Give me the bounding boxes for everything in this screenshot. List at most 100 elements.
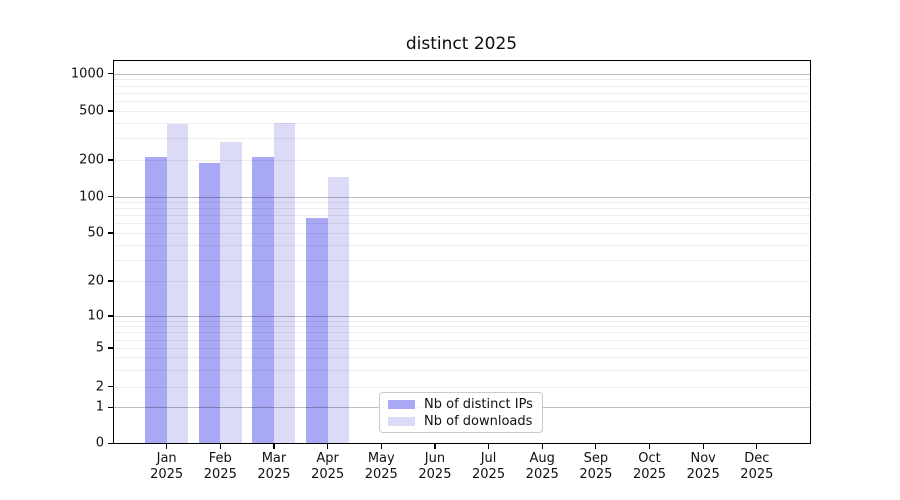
- y-tick-label-0: 0: [95, 435, 104, 451]
- gridline-minor-4: [113, 357, 810, 359]
- x-tick-sep: [595, 443, 597, 449]
- x-tick-year: 2025: [150, 466, 184, 482]
- x-tick-label-may: May 2025: [354, 451, 408, 482]
- x-tick-month: Sep: [583, 451, 609, 467]
- x-tick-month: May: [367, 451, 395, 467]
- x-tick-dec: [756, 443, 758, 449]
- bar-nb-of-distinct-ips-feb: [198, 162, 221, 444]
- x-tick-aug: [541, 443, 543, 449]
- y-tick-label-500: 500: [79, 103, 104, 119]
- legend-item-downloads: Nb of downloads: [388, 413, 534, 429]
- gridline-minor-3: [113, 369, 810, 371]
- gridline-minor-60: [113, 223, 810, 225]
- x-tick-year: 2025: [632, 466, 667, 482]
- x-tick-year: 2025: [203, 466, 237, 482]
- legend-label-downloads: Nb of downloads: [424, 413, 533, 429]
- x-tick-label-mar: Mar 2025: [247, 451, 301, 482]
- gridline-minor-400: [113, 122, 810, 124]
- x-tick-month: Jul: [480, 451, 497, 467]
- x-tick-label-jul: Jul 2025: [462, 451, 516, 482]
- bar-nb-of-downloads-mar: [273, 122, 296, 444]
- gridline-minor-30: [113, 259, 810, 261]
- gridline-minor-6: [113, 339, 810, 341]
- gridline-minor-500: [113, 111, 810, 112]
- x-tick-month: Nov: [690, 451, 716, 467]
- y-tick-label-50: 50: [87, 225, 104, 241]
- x-tick-year: 2025: [364, 466, 398, 482]
- y-tick-200: [107, 159, 113, 161]
- gridline-minor-80: [113, 208, 810, 210]
- gridline-major-10: [113, 316, 810, 317]
- y-tick-label-1: 1: [95, 399, 104, 415]
- x-tick-jan: [166, 443, 168, 449]
- legend-swatch-downloads-icon: [388, 416, 415, 426]
- gridline-minor-70: [113, 215, 810, 217]
- y-tick-100: [107, 196, 113, 198]
- y-tick-2: [107, 386, 113, 388]
- y-tick-1000: [107, 73, 113, 75]
- x-tick-jul: [487, 443, 490, 449]
- y-tick-20: [107, 280, 113, 282]
- y-tick-label-5: 5: [95, 340, 104, 356]
- y-tick-0: [107, 442, 113, 444]
- x-tick-label-jan: Jan 2025: [140, 451, 194, 482]
- gridline-minor-800: [113, 85, 810, 87]
- gridline-minor-7: [113, 332, 810, 334]
- x-tick-year: 2025: [579, 466, 613, 482]
- gridline-minor-5: [113, 348, 810, 349]
- x-tick-year: 2025: [472, 466, 506, 482]
- legend-swatch-distinct-ips-icon: [388, 399, 415, 409]
- x-tick-label-feb: Feb 2025: [193, 451, 247, 482]
- x-tick-month: Mar: [261, 451, 287, 467]
- x-tick-feb: [219, 443, 221, 449]
- x-tick-mar: [273, 443, 275, 449]
- x-tick-label-jun: Jun 2025: [408, 451, 462, 482]
- legend: Nb of distinct IPs Nb of downloads: [379, 392, 543, 433]
- gridline-minor-700: [113, 92, 810, 94]
- y-tick-label-200: 200: [79, 152, 104, 168]
- bar-nb-of-distinct-ips-jan: [145, 157, 167, 444]
- x-tick-year: 2025: [740, 466, 774, 482]
- y-tick-label-20: 20: [87, 273, 104, 289]
- gridline-minor-200: [113, 160, 810, 161]
- gridline-minor-8: [113, 326, 810, 328]
- x-tick-year: 2025: [257, 466, 291, 482]
- gridline-minor-900: [113, 79, 810, 81]
- x-tick-label-nov: Nov 2025: [676, 451, 730, 482]
- x-tick-may: [380, 443, 382, 449]
- y-tick-label-2: 2: [95, 379, 104, 395]
- y-tick-label-10: 10: [87, 308, 104, 324]
- gridline-minor-50: [113, 233, 810, 234]
- gridline-minor-9: [113, 320, 810, 322]
- x-tick-month: Aug: [529, 451, 555, 467]
- bar-nb-of-downloads-apr: [327, 177, 350, 444]
- x-tick-month: Jun: [424, 451, 446, 467]
- x-tick-label-aug: Aug 2025: [515, 451, 569, 482]
- x-tick-month: Apr: [316, 451, 339, 467]
- chart-title: distinct 2025: [405, 34, 518, 54]
- gridline-minor-600: [113, 101, 810, 103]
- legend-item-distinct-ips: Nb of distinct IPs: [388, 396, 534, 412]
- y-tick-50: [107, 232, 113, 234]
- x-tick-year: 2025: [418, 466, 452, 482]
- y-tick-5: [107, 347, 113, 349]
- x-tick-year: 2025: [311, 466, 345, 482]
- x-tick-label-sep: Sep 2025: [569, 451, 623, 482]
- x-tick-label-apr: Apr 2025: [301, 451, 355, 482]
- x-tick-apr: [327, 443, 329, 449]
- bar-nb-of-downloads-feb: [220, 142, 242, 444]
- bar-nb-of-downloads-jan: [166, 124, 189, 444]
- gridline-minor-90: [113, 202, 810, 204]
- y-tick-10: [107, 315, 113, 317]
- gridline-major-1000: [113, 73, 810, 75]
- x-tick-oct: [648, 443, 651, 449]
- bar-nb-of-distinct-ips-apr: [306, 217, 328, 444]
- bar-nb-of-distinct-ips-mar: [252, 157, 274, 444]
- x-tick-label-dec: Dec 2025: [730, 451, 784, 482]
- gridline-minor-2: [113, 386, 810, 388]
- x-tick-month: Oct: [638, 451, 661, 467]
- x-tick-month: Jan: [156, 451, 177, 467]
- x-tick-nov: [702, 443, 704, 449]
- gridline-minor-40: [113, 244, 810, 246]
